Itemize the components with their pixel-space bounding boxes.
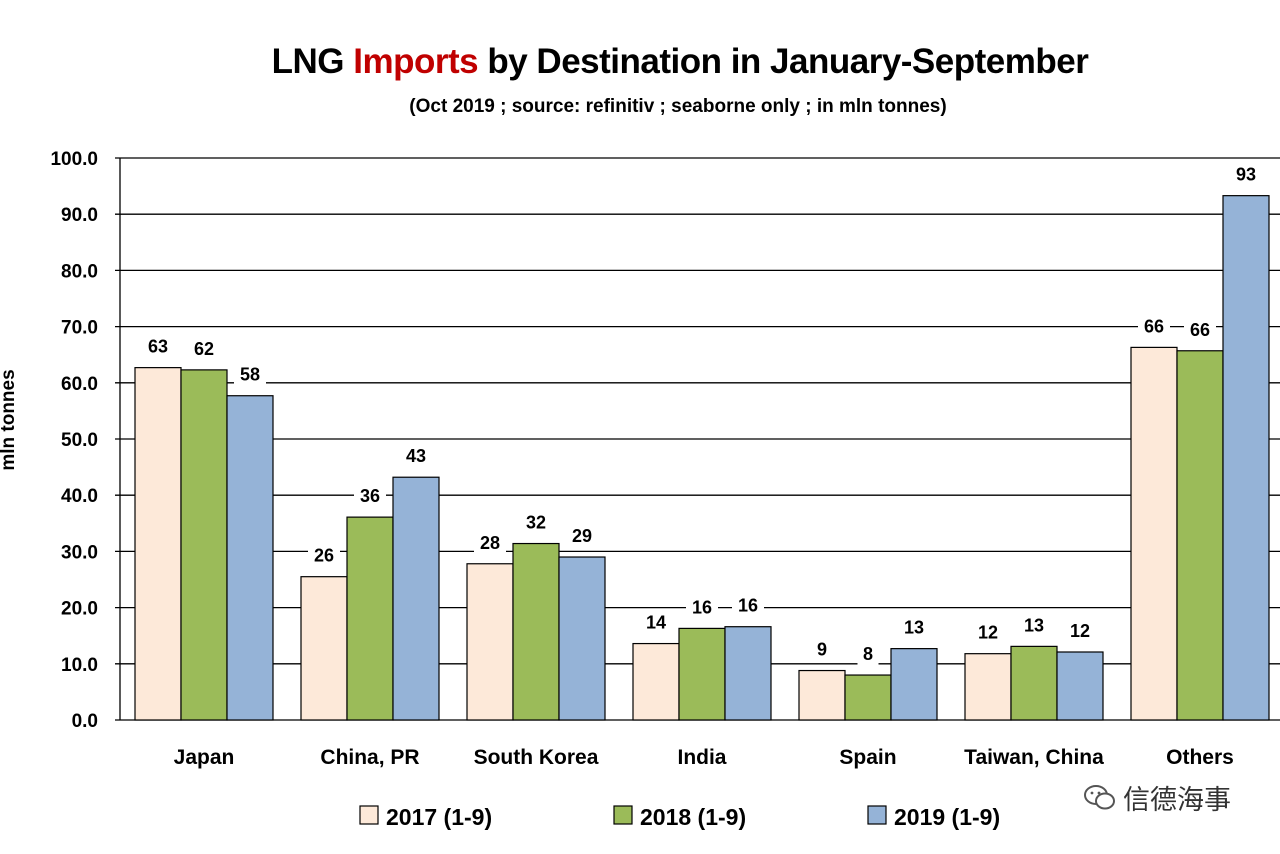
y-tick-label: 50.0: [61, 430, 98, 451]
bar: [632, 642, 680, 721]
bar: [1222, 195, 1270, 721]
data-label-bg: [1230, 161, 1262, 186]
x-tick-label: Spain: [839, 746, 896, 769]
bar: [1130, 346, 1178, 721]
data-label-bg: [732, 592, 764, 617]
data-label-bg: [354, 483, 386, 508]
title-part-2: Imports: [353, 42, 479, 81]
data-label: 13: [904, 618, 924, 638]
y-tick-label: 100.0: [50, 149, 98, 170]
data-label: 43: [406, 446, 426, 466]
data-label-bg: [520, 509, 552, 534]
data-label: 12: [978, 623, 998, 643]
bar: [392, 476, 440, 721]
bar: [724, 626, 772, 721]
bar: [798, 669, 846, 721]
y-tick-label: 10.0: [61, 655, 98, 676]
data-label: 63: [148, 337, 168, 357]
data-label-bg: [1184, 316, 1216, 341]
data-label: 14: [646, 613, 666, 633]
bar: [964, 653, 1012, 721]
bar: [1176, 350, 1224, 721]
data-label: 13: [1024, 615, 1044, 635]
y-tick-label: 40.0: [61, 486, 98, 507]
data-label: 29: [572, 526, 592, 546]
chart-title: LNG Imports by Destination in January-Se…: [0, 42, 1280, 82]
data-label-bg: [640, 609, 672, 634]
bar: [466, 563, 514, 721]
y-tick-label: 60.0: [61, 374, 98, 395]
title-part-3: by Destination in January-September: [478, 42, 1089, 81]
legend-swatch: [867, 805, 887, 825]
data-label: 8: [863, 644, 873, 664]
data-label: 93: [1236, 165, 1256, 185]
legend-swatch: [359, 805, 379, 825]
bar: [512, 542, 560, 721]
y-tick-label: 0.0: [72, 711, 98, 732]
title-part-1: LNG: [271, 42, 354, 81]
data-label-bg: [898, 614, 930, 639]
data-label-bg: [400, 443, 432, 468]
data-label: 26: [314, 546, 334, 566]
y-tick-label: 70.0: [61, 318, 98, 339]
x-tick-label: South Korea: [474, 746, 599, 769]
bar: [300, 576, 348, 721]
data-label-bg: [811, 636, 833, 661]
data-label: 66: [1144, 316, 1164, 336]
data-label-bg: [972, 619, 1004, 644]
legend-label: 2018 (1-9): [640, 804, 746, 830]
bar: [1010, 645, 1058, 721]
x-tick-label: China, PR: [320, 746, 419, 769]
bar: [890, 648, 938, 721]
legend-label: 2017 (1-9): [386, 804, 492, 830]
data-label-bg: [857, 641, 879, 666]
x-tick-label: Taiwan, China: [964, 746, 1104, 769]
bar: [558, 556, 606, 721]
data-label-bg: [142, 333, 174, 358]
data-label: 58: [240, 365, 260, 385]
data-label: 9: [817, 640, 827, 660]
x-tick-label: Others: [1166, 746, 1234, 769]
data-label: 12: [1070, 621, 1090, 641]
bar: [346, 516, 394, 721]
y-tick-label: 80.0: [61, 261, 98, 282]
y-axis-label: mln tonnes: [0, 369, 19, 470]
y-tick-label: 90.0: [61, 205, 98, 226]
data-label-bg: [188, 335, 220, 360]
data-label-bg: [1064, 617, 1096, 642]
bar: [678, 627, 726, 721]
data-label: 32: [526, 513, 546, 533]
data-label: 36: [360, 486, 380, 506]
watermark: 信德海事: [1083, 778, 1231, 817]
data-label: 16: [692, 597, 712, 617]
bar: [180, 369, 228, 721]
chart-subtitle: (Oct 2019 ; source: refinitiv ; seaborne…: [409, 96, 947, 117]
data-label-bg: [308, 542, 340, 567]
watermark-text: 信德海事: [1123, 785, 1231, 815]
x-tick-label: India: [677, 746, 726, 769]
data-label-bg: [1018, 612, 1050, 637]
data-label-bg: [474, 529, 506, 554]
data-label: 62: [194, 339, 214, 359]
data-label: 66: [1190, 320, 1210, 340]
x-tick-label: Japan: [174, 746, 235, 769]
data-label-bg: [234, 361, 266, 386]
bar: [844, 674, 892, 721]
data-label-bg: [566, 523, 598, 548]
data-label-bg: [686, 594, 718, 619]
y-tick-label: 20.0: [61, 599, 98, 620]
bar: [1056, 651, 1104, 721]
data-label: 28: [480, 533, 500, 553]
bar: [226, 395, 274, 721]
legend-swatch: [613, 805, 633, 825]
data-label: 16: [738, 596, 758, 616]
bar: [134, 367, 182, 721]
legend-label: 2019 (1-9): [894, 804, 1000, 830]
wechat-icon: [1084, 784, 1115, 809]
y-tick-label: 30.0: [61, 542, 98, 563]
data-label-bg: [1138, 313, 1170, 338]
